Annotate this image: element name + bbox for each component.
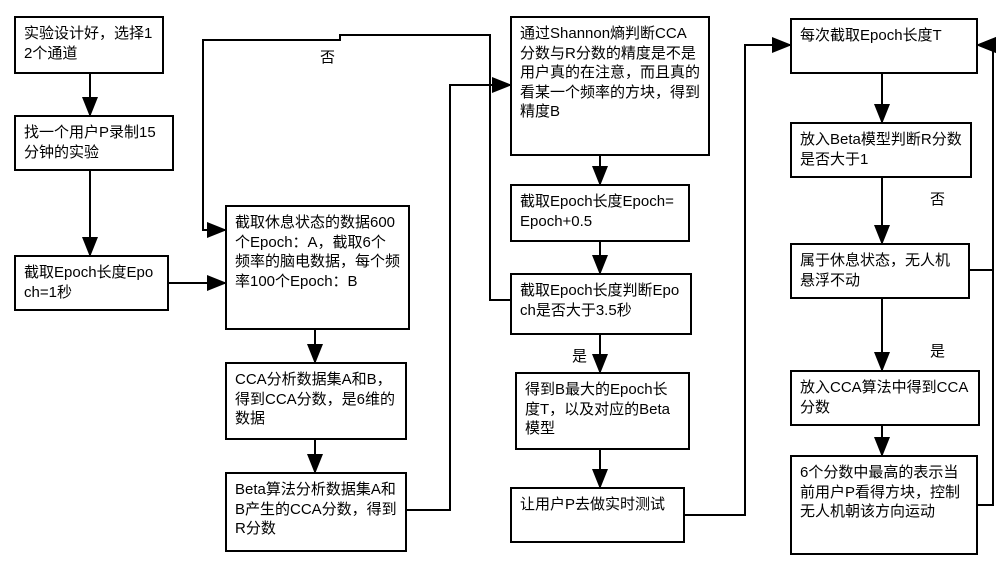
flowchart-node-n16: 6个分数中最高的表示当前用户P看得方块，控制无人机朝该方向运动: [790, 455, 978, 555]
node-text: CCA分析数据集A和B，得到CCA分数，是6维的数据: [235, 370, 397, 429]
edge-label-no2: 否: [930, 188, 945, 209]
flowchart-node-n2: 找一个用户P录制15分钟的实验: [14, 115, 174, 171]
edge-n14-n12: [970, 45, 993, 270]
flowchart-node-n13: 放入Beta模型判断R分数是否大于1: [790, 122, 972, 178]
flowchart-node-n1: 实验设计好，选择12个通道: [14, 16, 164, 74]
flowchart-node-n11: 让用户P去做实时测试: [510, 487, 685, 543]
edge-label-yes1: 是: [572, 345, 587, 366]
node-text: 让用户P去做实时测试: [520, 495, 665, 515]
flowchart-node-n6: Beta算法分析数据集A和B产生的CCA分数，得到R分数: [225, 472, 407, 552]
node-text: 得到B最大的Epoch长度T，以及对应的Beta模型: [525, 380, 680, 439]
edge-n6-n7: [407, 85, 510, 510]
node-text: 截取休息状态的数据600个Epoch：A，截取6个频率的脑电数据，每个频率100…: [235, 213, 400, 291]
flowchart-node-n14: 属于休息状态，无人机悬浮不动: [790, 243, 970, 299]
node-text: 属于休息状态，无人机悬浮不动: [800, 251, 960, 290]
edge-label-no1: 否: [320, 46, 335, 67]
node-text: 放入CCA算法中得到CCA分数: [800, 378, 970, 417]
flowchart-node-n12: 每次截取Epoch长度T: [790, 18, 978, 74]
flowchart-node-n3: 截取Epoch长度Epoch=1秒: [14, 255, 169, 311]
node-text: Beta算法分析数据集A和B产生的CCA分数，得到R分数: [235, 480, 397, 539]
edge-n16-n12: [978, 45, 993, 505]
node-text: 通过Shannon熵判断CCA分数与R分数的精度是不是用户真的在注意，而且真的看…: [520, 24, 700, 122]
flowchart-node-n8: 截取Epoch长度Epoch=Epoch+0.5: [510, 184, 690, 242]
edge-label-yes2: 是: [930, 340, 945, 361]
flowchart-node-n10: 得到B最大的Epoch长度T，以及对应的Beta模型: [515, 372, 690, 450]
node-text: 截取Epoch长度判断Epoch是否大于3.5秒: [520, 281, 682, 320]
node-text: 实验设计好，选择12个通道: [24, 24, 154, 63]
flowchart-node-n7: 通过Shannon熵判断CCA分数与R分数的精度是不是用户真的在注意，而且真的看…: [510, 16, 710, 156]
flowchart-node-n5: CCA分析数据集A和B，得到CCA分数，是6维的数据: [225, 362, 407, 440]
node-text: 放入Beta模型判断R分数是否大于1: [800, 130, 962, 169]
node-text: 截取Epoch长度Epoch=1秒: [24, 263, 159, 302]
node-text: 6个分数中最高的表示当前用户P看得方块，控制无人机朝该方向运动: [800, 463, 968, 522]
flowchart-node-n9: 截取Epoch长度判断Epoch是否大于3.5秒: [510, 273, 692, 335]
flowchart-node-n4: 截取休息状态的数据600个Epoch：A，截取6个频率的脑电数据，每个频率100…: [225, 205, 410, 330]
node-text: 每次截取Epoch长度T: [800, 26, 942, 46]
flowchart-node-n15: 放入CCA算法中得到CCA分数: [790, 370, 980, 426]
node-text: 找一个用户P录制15分钟的实验: [24, 123, 164, 162]
node-text: 截取Epoch长度Epoch=Epoch+0.5: [520, 192, 680, 231]
